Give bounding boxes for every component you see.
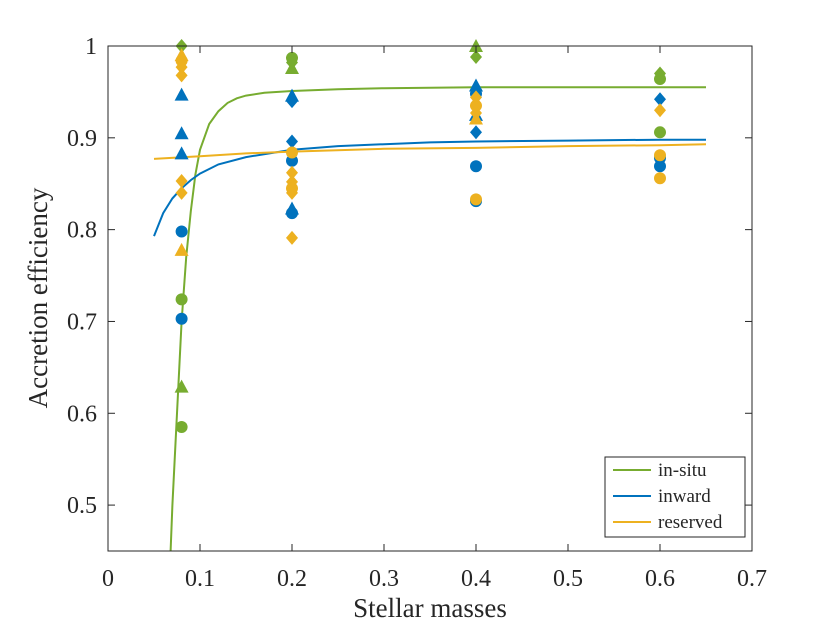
marker-reserved-diamond xyxy=(175,185,188,200)
marker-reserved-triangle xyxy=(174,242,189,256)
marker-inward-circle xyxy=(175,312,188,325)
marker-in-situ-diamond xyxy=(470,50,482,65)
x-tick-label: 0.2 xyxy=(277,566,307,592)
y-axis-ticks: 0.5 0.6 0.7 0.8 0.9 1 xyxy=(67,34,752,519)
axes-box xyxy=(107,45,753,552)
x-tick-label: 0.6 xyxy=(645,566,675,592)
marker-inward-circle xyxy=(470,160,482,173)
marker-reserved-diamond xyxy=(286,185,298,200)
marker-in-situ-circle xyxy=(654,126,666,139)
x-tick-label: 0.4 xyxy=(461,566,491,592)
marker-in-situ-circle xyxy=(175,293,188,306)
marker-inward-circle xyxy=(175,225,188,238)
marker-inward-diamond xyxy=(470,125,482,140)
axes xyxy=(107,45,753,552)
legend-label-reserved: reserved xyxy=(658,512,723,533)
marker-reserved-diamond xyxy=(286,165,298,180)
marker-in-situ-circle xyxy=(175,421,188,434)
x-tick-label: 0.1 xyxy=(185,566,215,592)
y-tick-label: 0.5 xyxy=(67,493,97,519)
marker-reserved-diamond xyxy=(286,230,298,245)
x-axis-label: Stellar masses xyxy=(353,593,507,623)
marker-reserved-circle xyxy=(470,99,482,112)
marker-inward-circle xyxy=(286,207,298,220)
marker-in-situ-circle xyxy=(654,73,666,86)
marker-inward-diamond xyxy=(286,134,298,149)
data-markers xyxy=(174,39,666,434)
marker-reserved-circle xyxy=(470,193,482,206)
y-tick-label: 1 xyxy=(85,34,97,60)
legend: in-situ inward reserved xyxy=(604,456,746,538)
x-tick-label: 0 xyxy=(102,566,114,592)
marker-inward-triangle xyxy=(469,78,483,92)
y-tick-label: 0.6 xyxy=(67,401,97,427)
y-axis-label: Accretion efficiency xyxy=(23,187,53,408)
x-tick-label: 0.3 xyxy=(369,566,399,592)
x-axis-ticks: 0 0.1 0.2 0.3 0.4 0.5 0.6 0.7 xyxy=(102,46,767,592)
marker-reserved-diamond xyxy=(175,173,188,188)
y-tick-label: 0.9 xyxy=(67,126,97,152)
legend-label-inward: inward xyxy=(658,486,711,507)
marker-inward-diamond xyxy=(654,92,666,107)
marker-reserved-diamond xyxy=(654,103,666,118)
marker-inward-circle xyxy=(286,154,298,167)
marker-inward-triangle xyxy=(174,146,189,160)
marker-inward-triangle xyxy=(174,126,189,140)
marker-inward-triangle xyxy=(174,87,189,101)
marker-reserved-diamond xyxy=(175,60,188,75)
x-tick-label: 0.5 xyxy=(553,566,583,592)
y-tick-label: 0.7 xyxy=(67,309,97,335)
marker-reserved-circle xyxy=(654,172,666,185)
marker-inward-diamond xyxy=(286,94,298,109)
x-tick-label: 0.7 xyxy=(737,566,767,592)
marker-in-situ-triangle xyxy=(174,379,189,393)
marker-reserved-circle xyxy=(654,149,666,162)
marker-in-situ-triangle xyxy=(285,61,299,75)
marker-inward-circle xyxy=(654,160,666,173)
fit-line-reserved xyxy=(153,143,707,160)
y-tick-label: 0.8 xyxy=(67,218,97,244)
legend-label-in-situ: in-situ xyxy=(658,460,707,481)
marker-reserved-circle xyxy=(286,146,298,159)
marker-reserved-triangle xyxy=(469,111,483,125)
marker-reserved-diamond xyxy=(175,68,188,83)
